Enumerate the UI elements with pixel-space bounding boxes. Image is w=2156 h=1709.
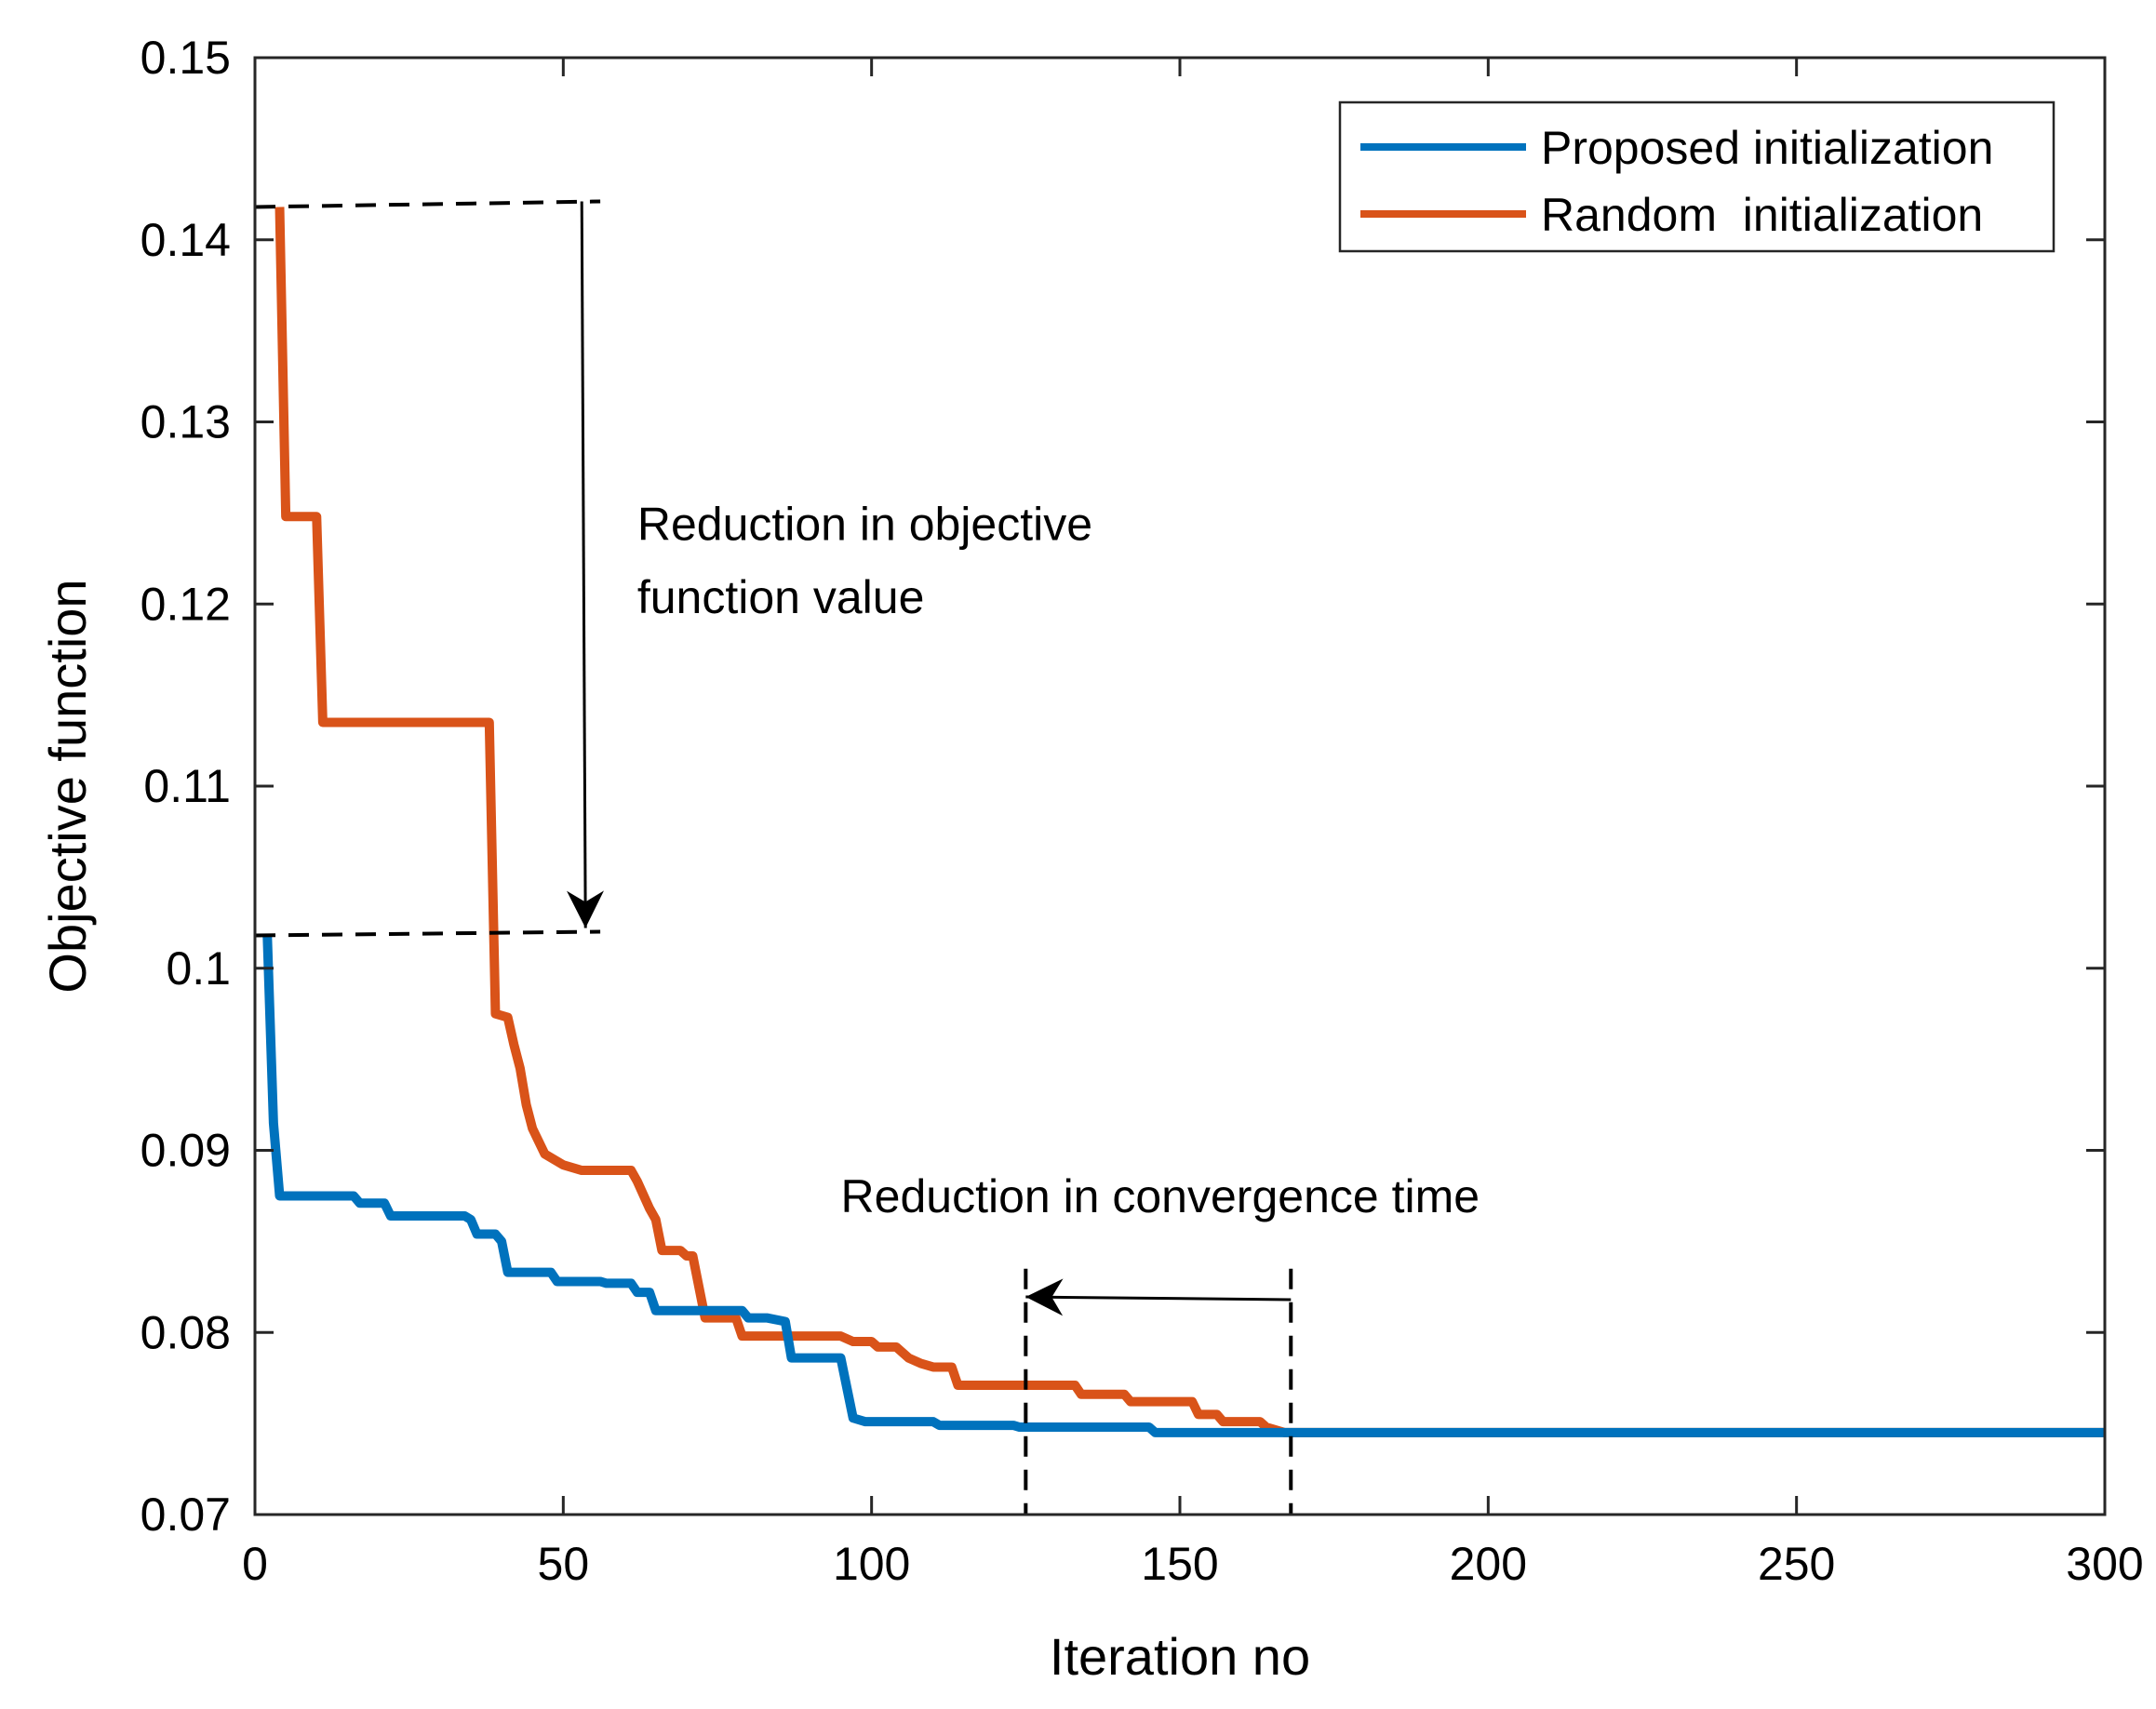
legend-label-random: Random initialization — [1541, 189, 1983, 241]
series-layer — [262, 207, 2105, 1437]
series-line-random — [275, 207, 2105, 1437]
series-line-proposed — [262, 935, 2105, 1437]
x-tick-label: 50 — [538, 1538, 590, 1590]
convergence-reduction-arrow — [1025, 1278, 1292, 1316]
legend: Proposed initialization Random initializ… — [1338, 100, 2056, 253]
y-tick-label: 0.13 — [141, 396, 231, 448]
dashed-level-upper — [254, 199, 601, 209]
annotation-objective-line2: function value — [637, 571, 925, 623]
tick-layer: 0 50 100 150 200 250 300 0.07 0.08 0.09 0.1 0.11 0.1… — [141, 32, 2144, 1590]
y-axis-label: Objective function — [38, 579, 97, 993]
x-tick-label: 300 — [2066, 1538, 2143, 1590]
objective-reduction-arrow — [567, 201, 605, 928]
y-tick-label: 0.15 — [141, 32, 231, 84]
x-tick-label: 200 — [1450, 1538, 1527, 1590]
dashed-level-lower — [254, 929, 601, 938]
x-tick-label: 0 — [242, 1538, 268, 1590]
y-tick-label: 0.11 — [143, 760, 231, 812]
y-tick-label: 0.07 — [141, 1489, 231, 1541]
y-tick-label: 0.1 — [166, 942, 231, 995]
y-tick-label: 0.12 — [141, 578, 231, 630]
y-tick-label: 0.09 — [141, 1125, 231, 1177]
legend-box — [1338, 100, 2056, 253]
x-tick-label: 100 — [833, 1538, 910, 1590]
y-tick-label: 0.14 — [141, 214, 231, 266]
annotation-objective-line1: Reduction in objective — [637, 499, 1092, 551]
annotation-convergence-label: Reduction in convergence time — [841, 1170, 1480, 1222]
x-axis-label: Iteration no — [1050, 1627, 1310, 1686]
y-tick-label: 0.08 — [141, 1306, 231, 1358]
legend-label-proposed: Proposed initialization — [1541, 122, 1993, 174]
x-tick-label: 150 — [1141, 1538, 1218, 1590]
x-tick-label: 250 — [1758, 1538, 1835, 1590]
annotation-layer — [254, 199, 1293, 1515]
